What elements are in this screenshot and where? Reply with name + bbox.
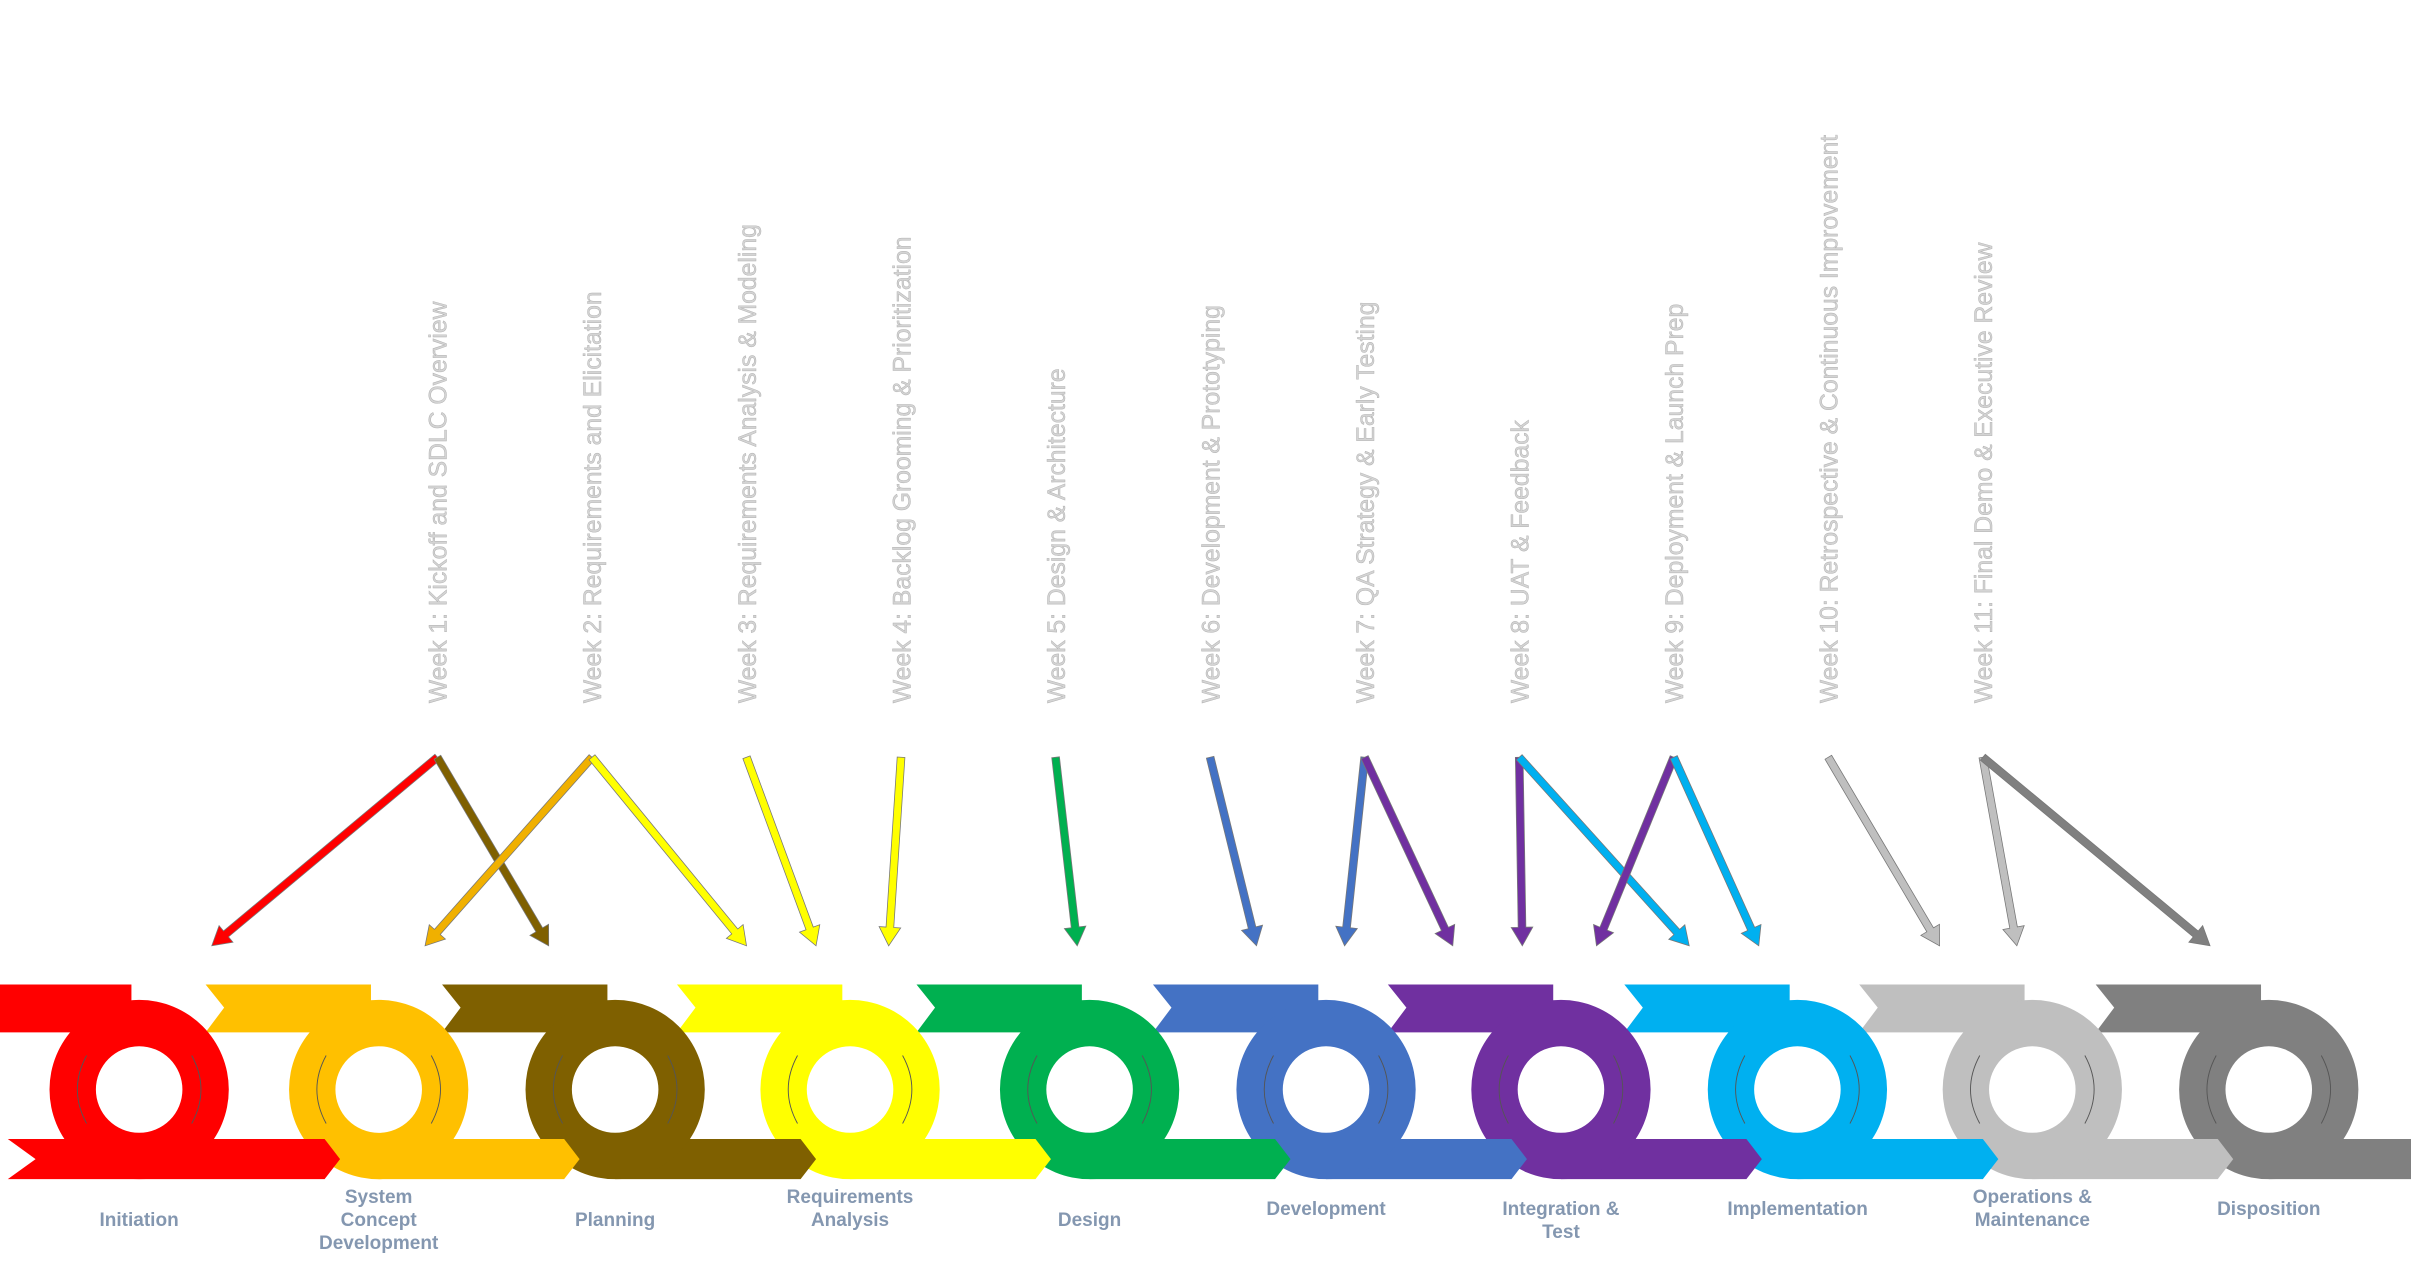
cycle-arc — [1613, 1055, 1624, 1124]
phase-ring — [289, 999, 469, 1180]
phase-shape — [1624, 984, 1999, 1180]
connector-arrow — [1978, 756, 2025, 947]
cycle-arc — [1263, 1055, 1274, 1124]
phase-label: Implementation — [1727, 1198, 1868, 1220]
cycle-arc — [552, 1055, 564, 1124]
phase-ring — [49, 999, 229, 1180]
week-label: Week 4: Backlog Grooming & Prioritizatio… — [889, 237, 916, 704]
connector-arrow — [1669, 755, 1762, 947]
week-label: Week 6: Development & Prototyping — [1198, 305, 1225, 703]
cycle-arc — [787, 1055, 798, 1124]
cycle-arc — [1141, 1055, 1152, 1124]
phase-label: Development — [1266, 1198, 1386, 1220]
phase-label: Requirements Analysis — [786, 1187, 914, 1232]
phase-ring — [525, 999, 705, 1180]
cycle-arc — [902, 1055, 913, 1124]
connector-arrow — [878, 756, 906, 947]
cycle-arc — [2320, 1055, 2331, 1124]
cycle-arc — [1027, 1055, 1038, 1124]
phase-label: Initiation — [99, 1210, 179, 1232]
phase-label: Operations & Maintenance — [1972, 1187, 2092, 1232]
phase-label: Design — [1057, 1210, 1122, 1232]
cycle-arc — [667, 1055, 678, 1124]
phase-shape — [205, 984, 580, 1180]
connector-arrow — [1824, 754, 1940, 947]
connector-arrow — [742, 755, 821, 947]
connector-arrow — [588, 754, 747, 947]
week-label: Week 1: Kickoff and SDLC Overview — [426, 301, 453, 703]
week-label: Week 9: Deployment & Launch Prep — [1662, 304, 1689, 703]
cycle-arc — [1498, 1055, 1509, 1124]
connector-arrow — [211, 753, 441, 947]
connector-arrow — [1335, 756, 1369, 947]
phase-ring — [999, 999, 1180, 1180]
phase-ring — [1942, 999, 2122, 1180]
phase-label: Planning — [574, 1210, 656, 1232]
cycle-arc — [1378, 1055, 1389, 1124]
phase-ring — [1236, 999, 1416, 1180]
phase-ring — [2179, 999, 2359, 1180]
phase-label: System Concept Development — [318, 1187, 439, 1255]
connector-arrow — [433, 754, 550, 947]
phase-shape — [0, 984, 341, 1180]
phase-ring — [1471, 999, 1651, 1180]
cycle-arc — [1735, 1055, 1746, 1124]
connector-arrow — [1205, 755, 1264, 947]
phase-shape — [676, 984, 1051, 1180]
phase-shape — [2095, 984, 2411, 1180]
connector-arrow — [1979, 753, 2211, 947]
phase-ring — [760, 999, 940, 1180]
week-label: Week 5: Design & Architecture — [1044, 368, 1071, 703]
week-label: Week 8: UAT & Feedback — [1507, 420, 1534, 704]
week-label: Week 11: Final Demo & Executive Review — [1971, 242, 1998, 703]
week-label: Week 2: Requirements and Elicitation — [580, 291, 607, 703]
cycle-arc — [2084, 1055, 2095, 1124]
phase-label: Disposition — [2217, 1198, 2321, 1220]
cycle-arc — [76, 1055, 88, 1124]
phase-shape — [442, 984, 817, 1180]
cycle-arc — [430, 1055, 441, 1124]
phase-shape — [1152, 984, 1527, 1180]
phase-shape — [1387, 984, 1762, 1180]
phase-label: Integration & Test — [1502, 1198, 1620, 1243]
cycle-arc — [316, 1055, 327, 1124]
cycle-arc — [2206, 1055, 2217, 1124]
connector-arrow — [1515, 754, 1690, 947]
cycle-arc — [1849, 1055, 1860, 1124]
connector-arrow — [1593, 755, 1678, 947]
week-label: Week 7: QA Strategy & Early Testing — [1353, 302, 1380, 704]
week-label: Week 3: Requirements Analysis & Modeling — [735, 224, 762, 703]
connector-arrow — [1360, 755, 1456, 947]
week-label: Week 10: Retrospective & Continuous Impr… — [1817, 135, 1844, 703]
phase-ring — [1707, 999, 1888, 1180]
phase-shape — [916, 984, 1291, 1180]
connector-arrow — [1510, 756, 1534, 947]
connector-arrow — [424, 754, 596, 947]
phase-shape — [1859, 984, 2234, 1180]
cycle-arc — [1970, 1055, 1981, 1124]
connector-arrow — [1051, 756, 1087, 947]
cycle-arc — [191, 1055, 202, 1124]
